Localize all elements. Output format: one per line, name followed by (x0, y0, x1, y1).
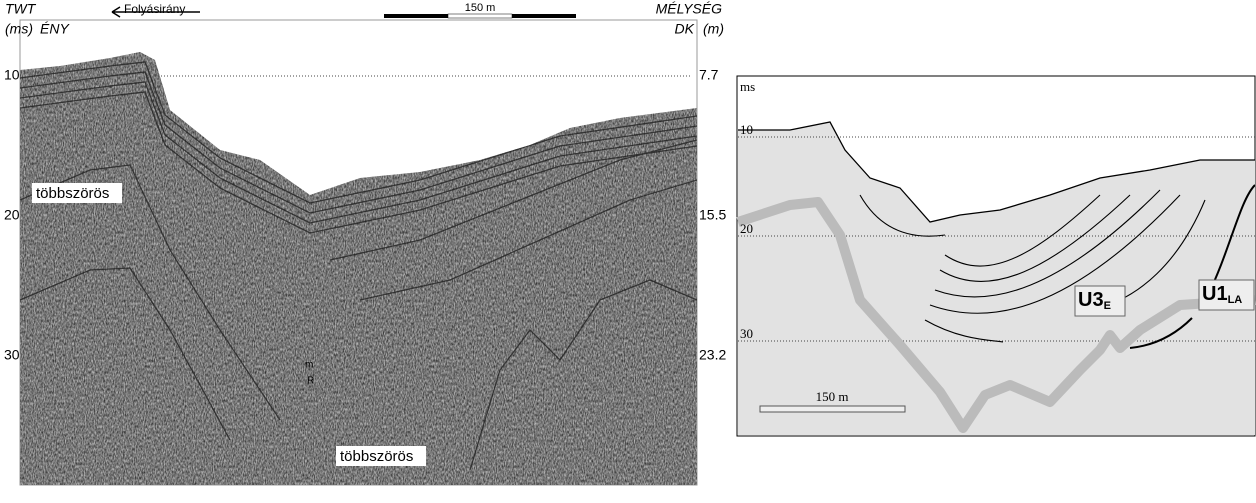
seabed-line (738, 121, 1255, 223)
flow-arrow (111, 6, 200, 18)
scale-label: 150 m (816, 389, 849, 404)
interpretation: ms 10 20 30 U3E U1LA 150 m (736, 75, 1256, 437)
annotation: többszörös (340, 448, 413, 465)
tick-label: 23.2 (699, 347, 726, 363)
axis-unit: (m) (703, 21, 724, 37)
unit-name: U3 (1078, 289, 1104, 311)
axis-title: MÉLYSÉG (656, 1, 723, 17)
unit-box (1198, 279, 1255, 311)
unit-label: U1LA (1202, 283, 1242, 306)
tick-label: 15.5 (699, 207, 726, 223)
annotation: többszörös (36, 185, 109, 202)
unit-name: U1 (1202, 283, 1228, 305)
sediment-fill (738, 122, 1255, 435)
erosion-surface (736, 197, 1256, 433)
tick-label: 30 (740, 326, 753, 341)
tick-label: 30 (4, 347, 20, 363)
label-bg (32, 183, 122, 203)
scale-bar (759, 405, 906, 413)
axis-unit: (ms) (5, 21, 33, 37)
seismic-profile: TWT (ms) ÉNY Folyásirány 150 m MÉLYSÉG D… (4, 1, 726, 486)
scale-bar: 150 m (384, 2, 576, 19)
scale-label: 150 m (465, 2, 496, 14)
flow-label: Folyásirány (124, 2, 185, 16)
tick-label: 7.7 (699, 67, 719, 83)
direction: ÉNY (40, 21, 70, 37)
unit-sub: LA (1228, 294, 1243, 306)
unit-box (1074, 285, 1126, 317)
tick-label: 10 (4, 67, 20, 83)
tick-label: 20 (4, 207, 20, 223)
tick-label: 10 (740, 122, 753, 137)
unit-sub: E (1104, 300, 1111, 312)
tick-label: 20 (740, 221, 753, 236)
unit-label: U3E (1078, 289, 1111, 312)
annotation: R (307, 376, 314, 387)
axis-unit: ms (740, 79, 755, 94)
annotation: m (305, 360, 313, 371)
axis-title: TWT (5, 1, 37, 17)
label-bg (336, 446, 426, 466)
direction: DK (675, 21, 695, 37)
